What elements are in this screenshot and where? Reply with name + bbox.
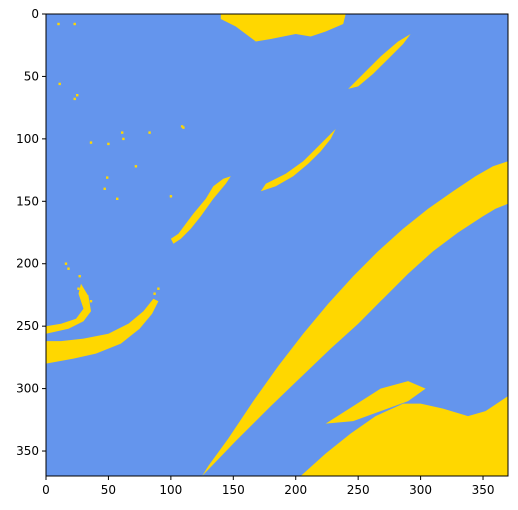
x-tick-label: 150 [222,483,245,497]
x-tick-label: 300 [409,483,432,497]
x-tick-label: 50 [101,483,116,497]
speck-1 [73,22,76,26]
speck-5 [148,131,151,134]
y-tick-label: 200 [16,257,39,271]
plot-frame [45,13,509,477]
speck-2 [58,82,61,86]
x-tick-label: 0 [42,483,50,497]
speck-8 [107,142,110,146]
x-tick-label: 250 [347,483,370,497]
region-left-spit [46,283,91,334]
region-left-landmass [46,298,159,364]
speck-14 [169,195,173,198]
speck-10 [134,165,138,168]
region-lower-right-land [300,396,508,476]
y-tick-label: 350 [16,444,39,458]
speck-24 [153,292,156,295]
speck-21 [86,295,89,298]
region-mid-island [170,176,231,244]
x-tick-label: 100 [159,483,182,497]
region-main-coast [202,161,508,476]
y-tick-label: 0 [31,7,39,21]
x-tick-label: 200 [284,483,307,497]
speck-22 [89,300,93,303]
speck-9 [89,141,93,144]
y-tick-label: 300 [16,382,39,396]
land-specks [57,22,185,303]
land-regions [46,14,508,476]
speck-20 [77,287,80,290]
region-lower-mid-land [325,381,426,424]
speck-16 [180,125,184,128]
region-top-land [220,14,346,42]
speck-15 [182,126,185,129]
speck-23 [157,287,160,290]
speck-0 [57,22,60,26]
region-barrier-strip [348,34,411,89]
y-tick-label: 150 [16,194,39,208]
speck-11 [106,176,109,179]
region-upper-island [260,128,336,192]
speck-17 [64,262,68,265]
y-tick-label: 250 [16,319,39,333]
x-axis-ticks: 0 50 100 150 200 250 300 350 [42,476,494,497]
speck-3 [76,94,79,97]
speck-12 [103,187,106,190]
speck-6 [121,131,124,134]
y-tick-label: 100 [16,132,39,146]
speck-4 [73,97,76,101]
speck-13 [116,197,119,200]
speck-19 [78,275,81,278]
y-axis-ticks: 0 50 100 150 200 250 300 350 [16,7,46,458]
speck-18 [67,267,70,270]
x-tick-label: 350 [472,483,495,497]
y-tick-label: 50 [24,69,39,83]
speck-7 [122,137,125,141]
